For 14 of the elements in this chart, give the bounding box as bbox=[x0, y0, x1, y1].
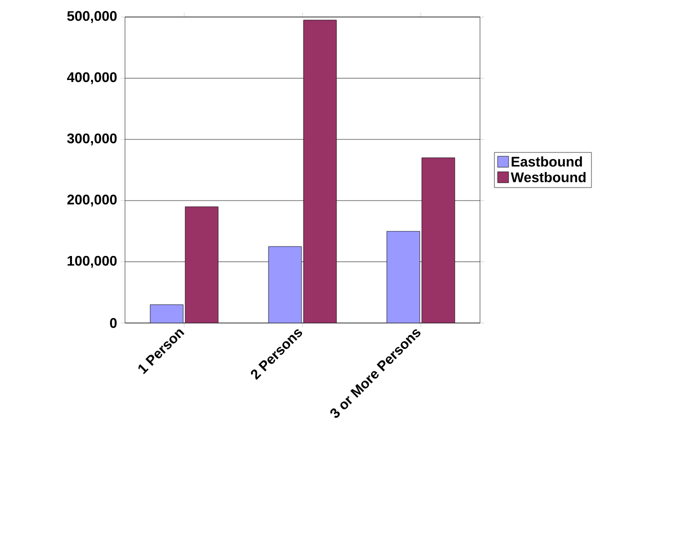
legend-label: Westbound bbox=[510, 172, 586, 182]
bar bbox=[184, 206, 218, 323]
y-tick-label: 500,000 bbox=[67, 11, 117, 23]
bar bbox=[303, 20, 337, 323]
y-tick-label: 200,000 bbox=[67, 194, 117, 207]
bar bbox=[422, 158, 456, 323]
bar bbox=[386, 231, 420, 323]
bar bbox=[268, 246, 302, 323]
y-tick-label: 400,000 bbox=[67, 72, 117, 84]
y-tick-label: 300,000 bbox=[67, 133, 117, 146]
y-tick-label: 0 bbox=[110, 318, 117, 328]
legend-label: Eastbound bbox=[512, 156, 582, 167]
bar bbox=[150, 304, 184, 323]
y-tick-label: 100,000 bbox=[68, 256, 117, 268]
